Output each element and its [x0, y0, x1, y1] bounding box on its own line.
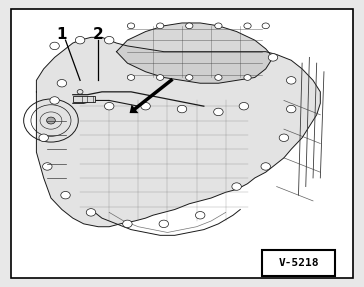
Circle shape: [215, 75, 222, 80]
Circle shape: [268, 54, 278, 61]
Circle shape: [195, 212, 205, 219]
Text: V-5218: V-5218: [278, 258, 319, 267]
Polygon shape: [116, 23, 273, 83]
Circle shape: [47, 117, 55, 124]
Circle shape: [279, 134, 289, 141]
Circle shape: [262, 23, 269, 29]
Circle shape: [244, 75, 251, 80]
Circle shape: [39, 134, 48, 141]
Circle shape: [43, 163, 52, 170]
Circle shape: [214, 108, 223, 116]
Circle shape: [86, 209, 96, 216]
Circle shape: [123, 220, 132, 228]
Text: 2: 2: [93, 27, 104, 42]
Circle shape: [61, 191, 70, 199]
Circle shape: [286, 105, 296, 113]
Circle shape: [215, 23, 222, 29]
Circle shape: [50, 97, 59, 104]
Circle shape: [50, 42, 59, 50]
Circle shape: [239, 102, 249, 110]
Circle shape: [157, 23, 164, 29]
Circle shape: [186, 75, 193, 80]
Circle shape: [104, 36, 114, 44]
Circle shape: [127, 23, 135, 29]
Circle shape: [159, 220, 169, 228]
Circle shape: [261, 163, 270, 170]
Circle shape: [141, 102, 150, 110]
Circle shape: [157, 75, 164, 80]
Bar: [262, 250, 335, 276]
Circle shape: [75, 36, 85, 44]
Circle shape: [104, 102, 114, 110]
Circle shape: [186, 23, 193, 29]
Circle shape: [244, 23, 251, 29]
Circle shape: [232, 183, 241, 190]
Bar: [73, 96, 95, 102]
Circle shape: [177, 105, 187, 113]
Polygon shape: [36, 37, 320, 227]
Text: 1: 1: [57, 27, 67, 42]
Circle shape: [57, 79, 67, 87]
Circle shape: [127, 75, 135, 80]
Circle shape: [286, 77, 296, 84]
